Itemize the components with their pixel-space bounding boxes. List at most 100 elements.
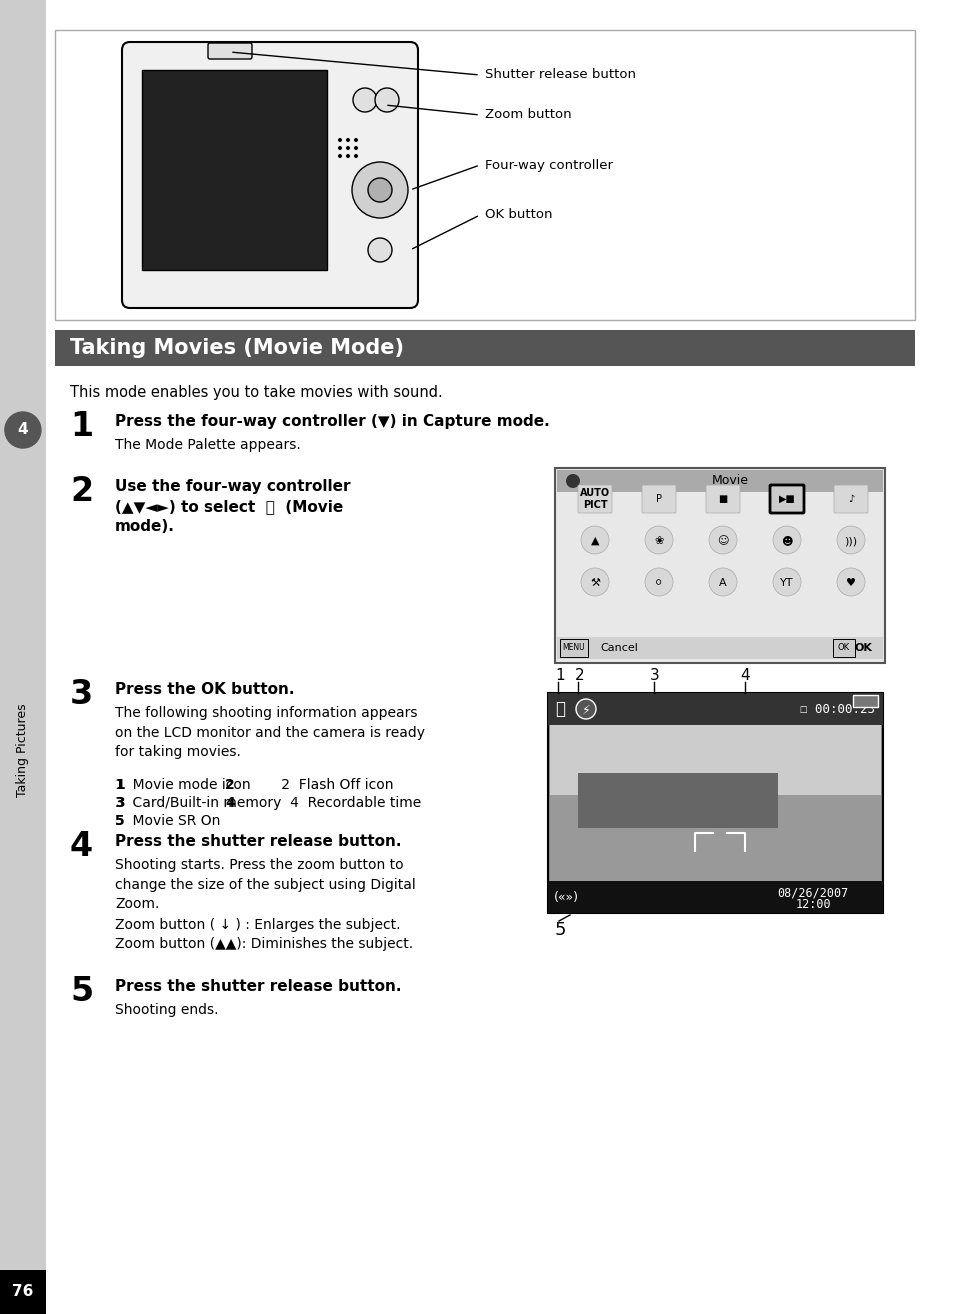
Text: MENU: MENU bbox=[562, 644, 585, 653]
Text: 5: 5 bbox=[70, 975, 93, 1008]
Text: (▲▼◄►) to select  Ⓜ  (Movie: (▲▼◄►) to select Ⓜ (Movie bbox=[115, 499, 343, 514]
Text: Zoom button: Zoom button bbox=[484, 109, 571, 121]
Text: 4: 4 bbox=[225, 796, 234, 809]
Circle shape bbox=[576, 699, 596, 719]
Text: ☻: ☻ bbox=[781, 536, 792, 547]
Text: The Mode Palette appears.: The Mode Palette appears. bbox=[115, 438, 300, 452]
Text: ⚪: ⚪ bbox=[654, 578, 663, 587]
FancyBboxPatch shape bbox=[578, 485, 612, 512]
Bar bbox=[578, 773, 778, 828]
FancyBboxPatch shape bbox=[55, 30, 914, 321]
Bar bbox=[0, 0, 46, 1314]
Text: 2: 2 bbox=[70, 474, 93, 509]
Text: 2: 2 bbox=[575, 668, 584, 683]
Text: («»): («») bbox=[553, 891, 578, 904]
Text: ▶■: ▶■ bbox=[778, 494, 795, 505]
Circle shape bbox=[354, 154, 357, 158]
Text: 3: 3 bbox=[649, 668, 659, 683]
Bar bbox=[55, 330, 914, 367]
Text: mode).: mode). bbox=[115, 519, 174, 533]
Text: 1: 1 bbox=[70, 410, 93, 443]
FancyBboxPatch shape bbox=[641, 485, 676, 512]
Text: Movie: Movie bbox=[711, 474, 748, 487]
Text: Press the shutter release button.: Press the shutter release button. bbox=[115, 834, 401, 849]
Text: ■: ■ bbox=[718, 494, 727, 505]
Circle shape bbox=[5, 413, 41, 448]
Circle shape bbox=[836, 526, 864, 555]
Text: Zoom button ( ↓ ) : Enlarges the subject.: Zoom button ( ↓ ) : Enlarges the subject… bbox=[115, 918, 400, 932]
Text: Press the shutter release button.: Press the shutter release button. bbox=[115, 979, 401, 993]
Text: 5: 5 bbox=[555, 921, 566, 940]
Bar bbox=[557, 637, 882, 660]
Text: Shooting ends.: Shooting ends. bbox=[115, 1003, 218, 1017]
Text: Shutter release button: Shutter release button bbox=[484, 68, 636, 81]
Bar bbox=[550, 725, 880, 886]
FancyBboxPatch shape bbox=[208, 43, 252, 59]
Text: Taking Pictures: Taking Pictures bbox=[16, 703, 30, 796]
Text: The following shooting information appears
on the LCD monitor and the camera is : The following shooting information appea… bbox=[115, 706, 424, 759]
Text: 4: 4 bbox=[70, 830, 93, 863]
Text: ▲: ▲ bbox=[590, 536, 598, 547]
Circle shape bbox=[644, 568, 672, 597]
Text: OK button: OK button bbox=[484, 209, 552, 222]
Text: ♥: ♥ bbox=[845, 578, 855, 587]
Text: 3: 3 bbox=[70, 678, 93, 711]
Text: ♪: ♪ bbox=[847, 494, 853, 505]
Text: Four-way controller: Four-way controller bbox=[484, 159, 613, 172]
Text: 4: 4 bbox=[17, 423, 29, 438]
FancyBboxPatch shape bbox=[122, 42, 417, 307]
Text: 76: 76 bbox=[12, 1285, 33, 1300]
Circle shape bbox=[368, 238, 392, 261]
Text: ❀: ❀ bbox=[654, 536, 663, 547]
Circle shape bbox=[337, 146, 341, 150]
Text: OK: OK bbox=[853, 643, 871, 653]
FancyBboxPatch shape bbox=[769, 485, 803, 512]
Circle shape bbox=[565, 474, 579, 487]
Circle shape bbox=[708, 526, 737, 555]
Text: 🎥: 🎥 bbox=[555, 700, 564, 717]
FancyBboxPatch shape bbox=[833, 485, 867, 512]
Text: 5  Movie SR On: 5 Movie SR On bbox=[115, 813, 220, 828]
Text: Press the four-way controller (▼) in Capture mode.: Press the four-way controller (▼) in Cap… bbox=[115, 414, 549, 428]
Text: This mode enables you to take movies with sound.: This mode enables you to take movies wit… bbox=[70, 385, 442, 399]
Circle shape bbox=[836, 568, 864, 597]
Text: 2: 2 bbox=[225, 778, 234, 792]
Text: Cancel: Cancel bbox=[599, 643, 638, 653]
Bar bbox=[0, 1271, 46, 1314]
Circle shape bbox=[375, 88, 398, 112]
Circle shape bbox=[354, 138, 357, 142]
Bar bbox=[547, 692, 882, 725]
Circle shape bbox=[354, 146, 357, 150]
Text: Press the OK button.: Press the OK button. bbox=[115, 682, 294, 696]
Text: Use the four-way controller: Use the four-way controller bbox=[115, 480, 350, 494]
FancyBboxPatch shape bbox=[555, 468, 884, 664]
Circle shape bbox=[337, 138, 341, 142]
Circle shape bbox=[644, 526, 672, 555]
Bar bbox=[557, 470, 882, 491]
Text: 12:00: 12:00 bbox=[795, 899, 830, 912]
Text: 1: 1 bbox=[555, 668, 564, 683]
Circle shape bbox=[353, 88, 376, 112]
Circle shape bbox=[580, 568, 608, 597]
Circle shape bbox=[772, 526, 801, 555]
Text: ☐ 00:00:23: ☐ 00:00:23 bbox=[800, 703, 874, 716]
Text: P: P bbox=[656, 494, 661, 505]
Circle shape bbox=[772, 568, 801, 597]
Circle shape bbox=[580, 526, 608, 555]
Bar bbox=[547, 880, 882, 913]
Circle shape bbox=[346, 146, 350, 150]
FancyBboxPatch shape bbox=[705, 485, 740, 512]
Text: ))): ))) bbox=[843, 536, 857, 547]
Text: OK: OK bbox=[837, 644, 849, 653]
Circle shape bbox=[346, 154, 350, 158]
Text: AUTO
PICT: AUTO PICT bbox=[579, 489, 609, 510]
Bar bbox=[547, 692, 882, 913]
Text: Taking Movies (Movie Mode): Taking Movies (Movie Mode) bbox=[70, 338, 403, 357]
Text: 08/26/2007: 08/26/2007 bbox=[777, 887, 848, 900]
Text: 1  Movie mode icon       2  Flash Off icon: 1 Movie mode icon 2 Flash Off icon bbox=[115, 778, 393, 792]
Circle shape bbox=[708, 568, 737, 597]
Text: ⚡: ⚡ bbox=[581, 703, 590, 716]
Text: YT: YT bbox=[780, 578, 793, 587]
Text: ⚒: ⚒ bbox=[589, 578, 599, 587]
Text: A: A bbox=[719, 578, 726, 587]
